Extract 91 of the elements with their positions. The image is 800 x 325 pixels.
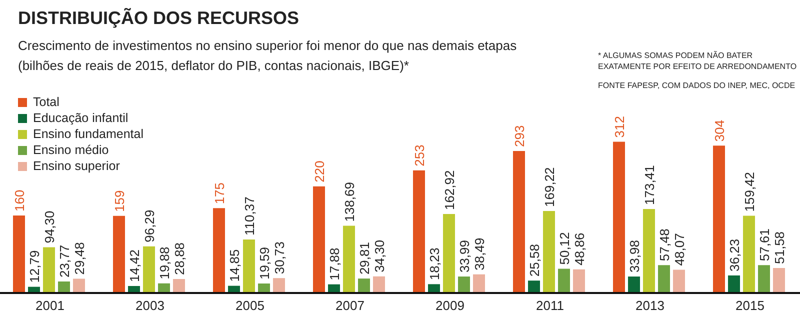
- data-label: 30,73: [272, 242, 287, 274]
- bar: [443, 214, 455, 293]
- data-label: 175: [212, 182, 227, 204]
- data-label: 25,58: [527, 244, 542, 277]
- legend-label: Ensino médio: [33, 142, 109, 158]
- data-label: 23,77: [57, 244, 72, 278]
- bar: [558, 268, 570, 293]
- data-label: 253: [412, 144, 427, 166]
- bar: [473, 274, 485, 293]
- bar: [173, 279, 185, 293]
- bar: [528, 280, 540, 293]
- data-label: 29,81: [357, 242, 372, 275]
- legend-label: Ensino superior: [33, 158, 120, 174]
- data-label: 14,85: [227, 249, 242, 282]
- bar: [628, 276, 640, 293]
- x-tick-label: 2011: [536, 298, 564, 314]
- data-label: 304: [712, 120, 727, 142]
- data-label: 312: [612, 116, 627, 138]
- data-label: 138,69: [342, 182, 357, 222]
- x-tick-label: 2003: [136, 298, 164, 314]
- data-label: 36,23: [727, 238, 742, 272]
- legend-label: Total: [33, 94, 60, 110]
- x-tick-label: 2009: [436, 298, 464, 314]
- bar: [458, 276, 470, 293]
- bar: [413, 170, 425, 293]
- legend-label: Educação infantil: [33, 110, 128, 126]
- bar: [613, 142, 625, 293]
- data-label: 162,92: [442, 170, 457, 210]
- x-tick-label: 2015: [736, 298, 764, 314]
- data-label: 169,22: [542, 167, 557, 207]
- data-label: 220: [312, 160, 327, 182]
- data-label: 57,61: [757, 228, 772, 262]
- data-label: 19,88: [157, 246, 172, 280]
- bar: [273, 278, 285, 293]
- data-label: 94,30: [42, 210, 57, 244]
- x-tick-label: 2007: [336, 298, 364, 314]
- text: * ALGUMAS SOMAS PODEM NÃO BATER EXATAMENTE POR EFEITO DE ARREDONDAMENTO: [598, 50, 798, 72]
- data-label: 38,49: [472, 238, 487, 270]
- data-label: 110,37: [242, 196, 257, 236]
- bar: [358, 278, 370, 293]
- data-label: 17,88: [327, 248, 342, 280]
- bar: [543, 210, 555, 293]
- data-label: 18,23: [427, 248, 442, 280]
- data-label: 28,88: [172, 242, 187, 275]
- bar: [343, 226, 355, 293]
- data-label: 57,48: [657, 228, 672, 262]
- data-label: 173,41: [642, 165, 657, 205]
- data-label: 48,86: [572, 232, 587, 266]
- bar: [743, 216, 755, 293]
- bar: [313, 186, 325, 293]
- chart-subtitle: Crescimento de investimentos no ensino superior foi menor do que nas demais etapas (bilhões de reais de 2015, deflator do PIB, contas nacionais, IBGE)*: [18, 37, 518, 75]
- bar: [58, 281, 70, 293]
- data-label: 159,42: [742, 172, 757, 212]
- bar: [428, 284, 440, 293]
- bar: [13, 215, 25, 293]
- source-note: FONTE FAPESP, COM DADOS DO INEP, MEC, OCDE: [598, 80, 796, 91]
- data-label: 14,42: [127, 249, 142, 282]
- chart-title: DISTRIBUIÇÃO DOS RECURSOS: [18, 8, 300, 29]
- bar: [713, 146, 725, 293]
- bar: [758, 265, 770, 293]
- data-label: 51,58: [772, 231, 787, 264]
- x-tick-label: 2001: [36, 298, 64, 314]
- data-label: 160: [12, 190, 27, 212]
- data-label: 29,48: [72, 242, 87, 275]
- data-label: 48,07: [672, 233, 687, 266]
- data-label: 33,99: [457, 240, 472, 273]
- bar: [143, 246, 155, 293]
- bar: [243, 240, 255, 293]
- bar: [643, 208, 655, 293]
- bar: [673, 270, 685, 293]
- bar: [728, 275, 740, 293]
- bar: [43, 247, 55, 293]
- x-tick-label: 2013: [636, 298, 664, 314]
- data-label: 19,59: [257, 246, 272, 280]
- bar: [373, 276, 385, 293]
- legend-label: Ensino fundamental: [33, 126, 144, 142]
- data-label: 293: [512, 125, 527, 147]
- data-label: 50,12: [557, 232, 572, 265]
- bar: [773, 268, 785, 293]
- data-label: 96,29: [142, 210, 157, 242]
- bar: [73, 278, 85, 293]
- bar: [513, 150, 525, 293]
- bar: [573, 269, 585, 293]
- bar: [113, 216, 125, 293]
- data-label: 33,98: [627, 240, 642, 273]
- x-tick-label: 2005: [236, 298, 264, 314]
- bar: [213, 208, 225, 293]
- data-label: 159: [112, 190, 127, 212]
- bar: [658, 265, 670, 293]
- data-label: 12,79: [27, 250, 42, 283]
- data-label: 34,30: [372, 240, 387, 272]
